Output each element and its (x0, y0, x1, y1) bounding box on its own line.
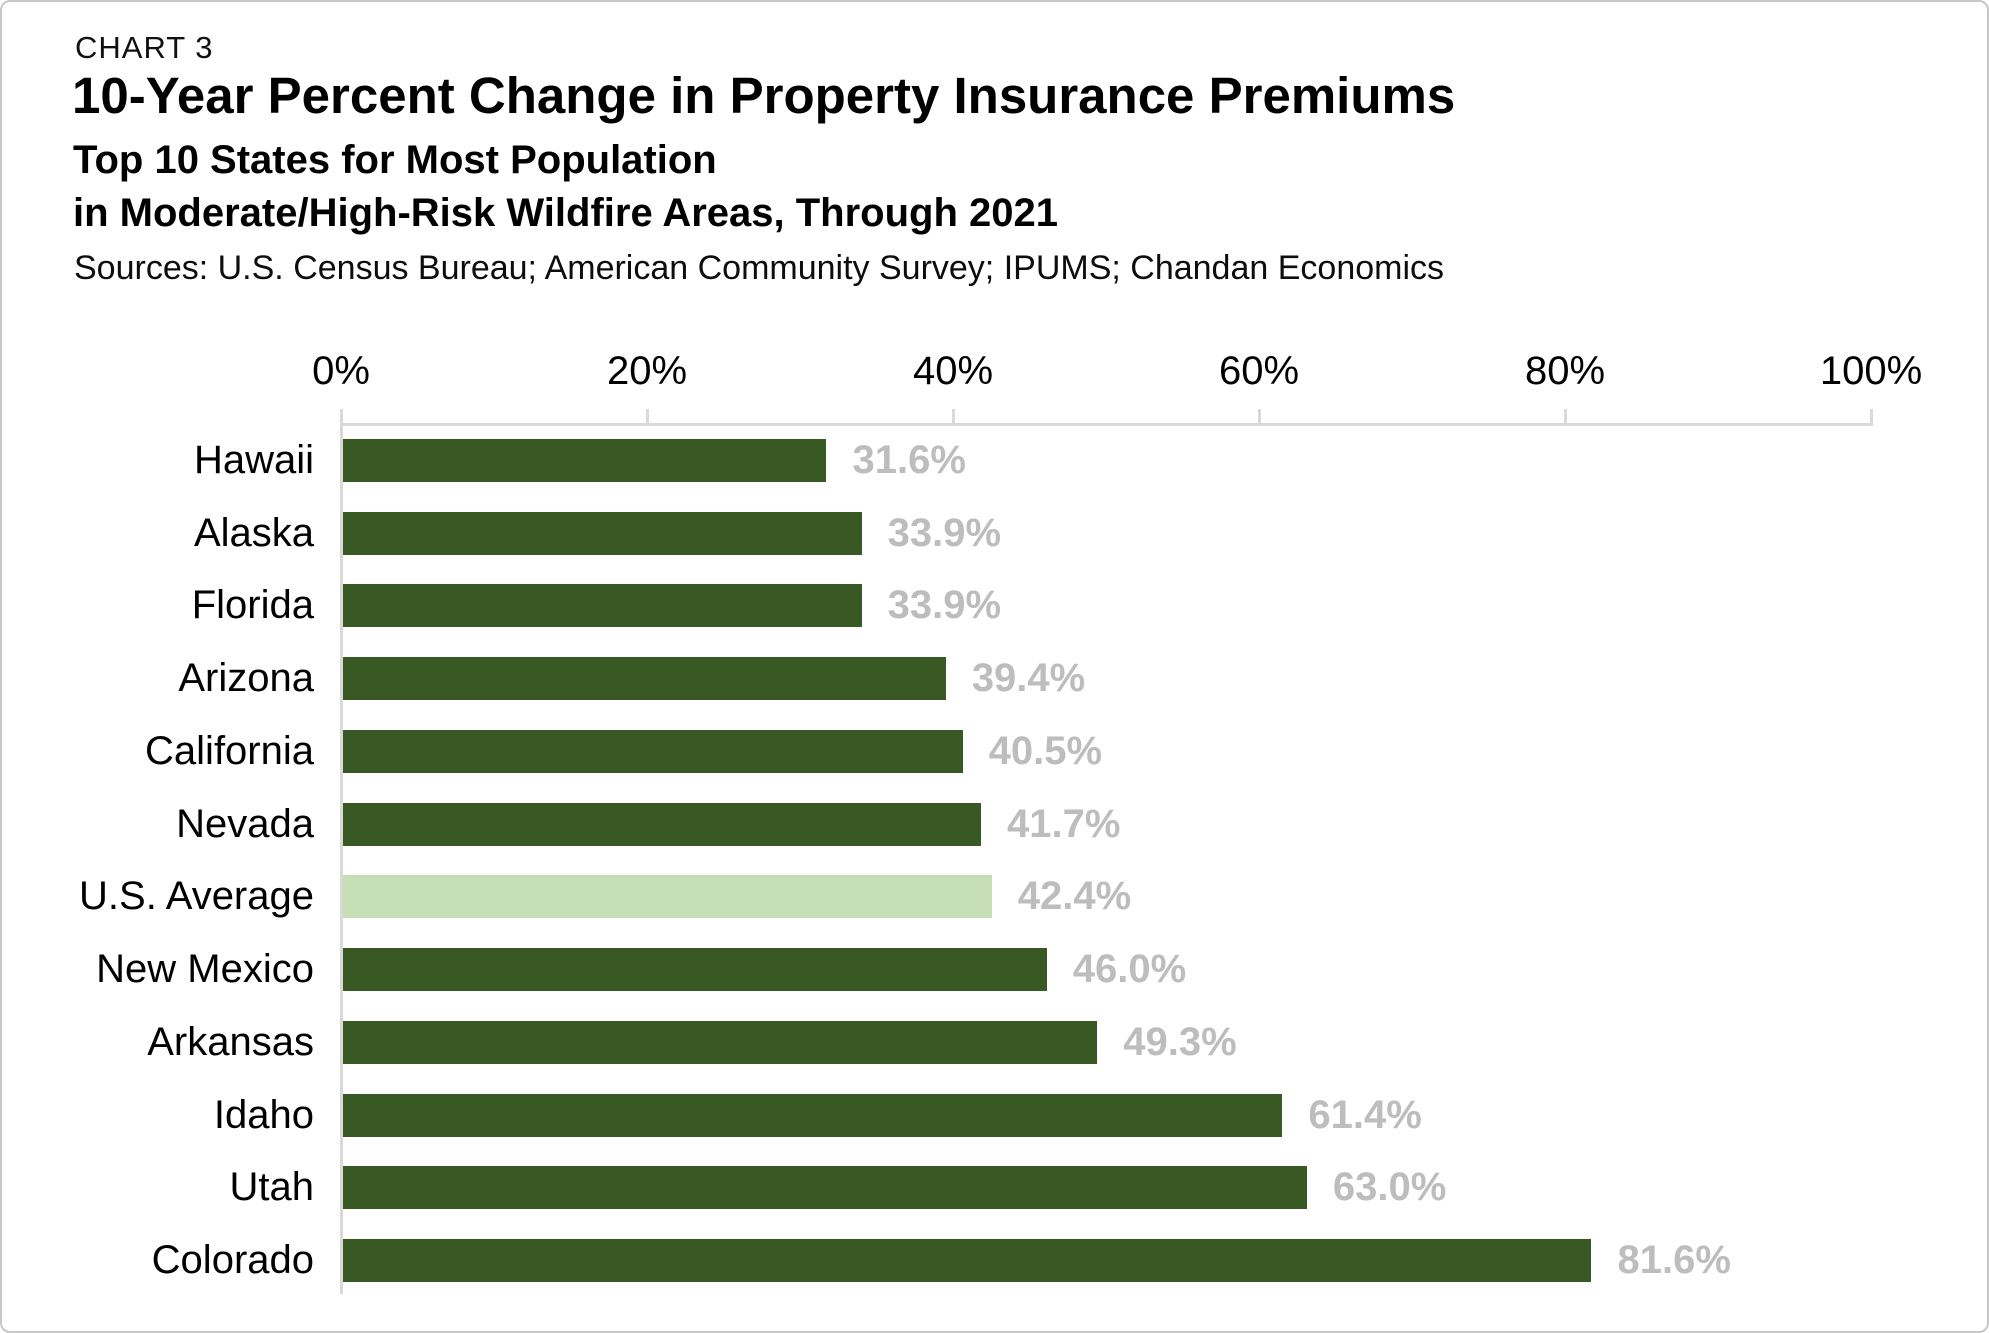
chart-subtitle-line2: in Moderate/High-Risk Wildfire Areas, Th… (73, 191, 1058, 235)
x-axis-tick-mark (340, 409, 343, 423)
value-label: 39.4% (971, 656, 1086, 701)
category-label: Arizona (178, 656, 314, 701)
category-label: Colorado (151, 1237, 314, 1282)
bar (343, 802, 981, 846)
bar (343, 1093, 1283, 1137)
bar (343, 657, 946, 701)
category-label: Idaho (213, 1092, 314, 1137)
x-axis-tick-mark (1870, 409, 1873, 423)
bar (343, 1166, 1307, 1210)
y-axis-line (340, 423, 343, 1294)
value-label: 61.4% (1308, 1092, 1422, 1137)
bar (343, 1238, 1592, 1282)
value-label: 33.9% (887, 583, 1002, 628)
x-axis-tick-mark (646, 409, 649, 423)
category-label: Utah (229, 1165, 315, 1210)
category-label: Arkansas (147, 1019, 314, 1064)
x-axis-tick-label: 80% (1524, 349, 1606, 393)
x-axis-line (340, 423, 1873, 426)
x-axis-tick-mark (1258, 409, 1261, 423)
value-label: 31.6% (852, 438, 966, 482)
category-label: Hawaii (193, 438, 314, 482)
chart-kicker: CHART 3 (75, 30, 214, 65)
value-label: 40.5% (988, 728, 1103, 773)
value-label: 42.4% (1017, 874, 1132, 919)
bar (343, 439, 827, 482)
category-label: Florida (191, 583, 314, 628)
bar-highlight (343, 875, 992, 919)
chart-subtitle-line1: Top 10 States for Most Population (73, 138, 717, 182)
category-label: California (145, 728, 314, 773)
x-axis-tick-mark (1564, 409, 1567, 423)
bar (343, 511, 862, 555)
value-label: 63.0% (1332, 1165, 1447, 1210)
bar (343, 1020, 1098, 1064)
category-label: Nevada (176, 801, 314, 846)
category-label: Alaska (193, 510, 314, 555)
value-label: 49.3% (1123, 1019, 1237, 1064)
x-axis-tick-mark (952, 409, 955, 423)
bar (343, 729, 963, 773)
value-label: 46.0% (1072, 947, 1187, 992)
category-label: New Mexico (96, 947, 314, 992)
x-axis-tick-label: 40% (912, 349, 994, 393)
x-axis-tick-label: 20% (606, 349, 688, 393)
category-label: U.S. Average (79, 874, 314, 919)
bar (343, 948, 1047, 992)
x-axis-tick-label: 100% (1819, 349, 1923, 393)
value-label: 33.9% (887, 510, 1002, 555)
chart-title: 10-Year Percent Change in Property Insur… (72, 67, 1456, 124)
chart-subtitle: Top 10 States for Most Population in Mod… (73, 134, 1058, 240)
x-axis-tick-label: 60% (1218, 349, 1300, 393)
chart-sources-note: Sources: U.S. Census Bureau; American Co… (74, 249, 1445, 287)
value-label: 81.6% (1617, 1237, 1731, 1282)
bar (343, 584, 862, 628)
value-label: 41.7% (1007, 801, 1121, 846)
x-axis-tick-label: 0% (312, 349, 370, 393)
